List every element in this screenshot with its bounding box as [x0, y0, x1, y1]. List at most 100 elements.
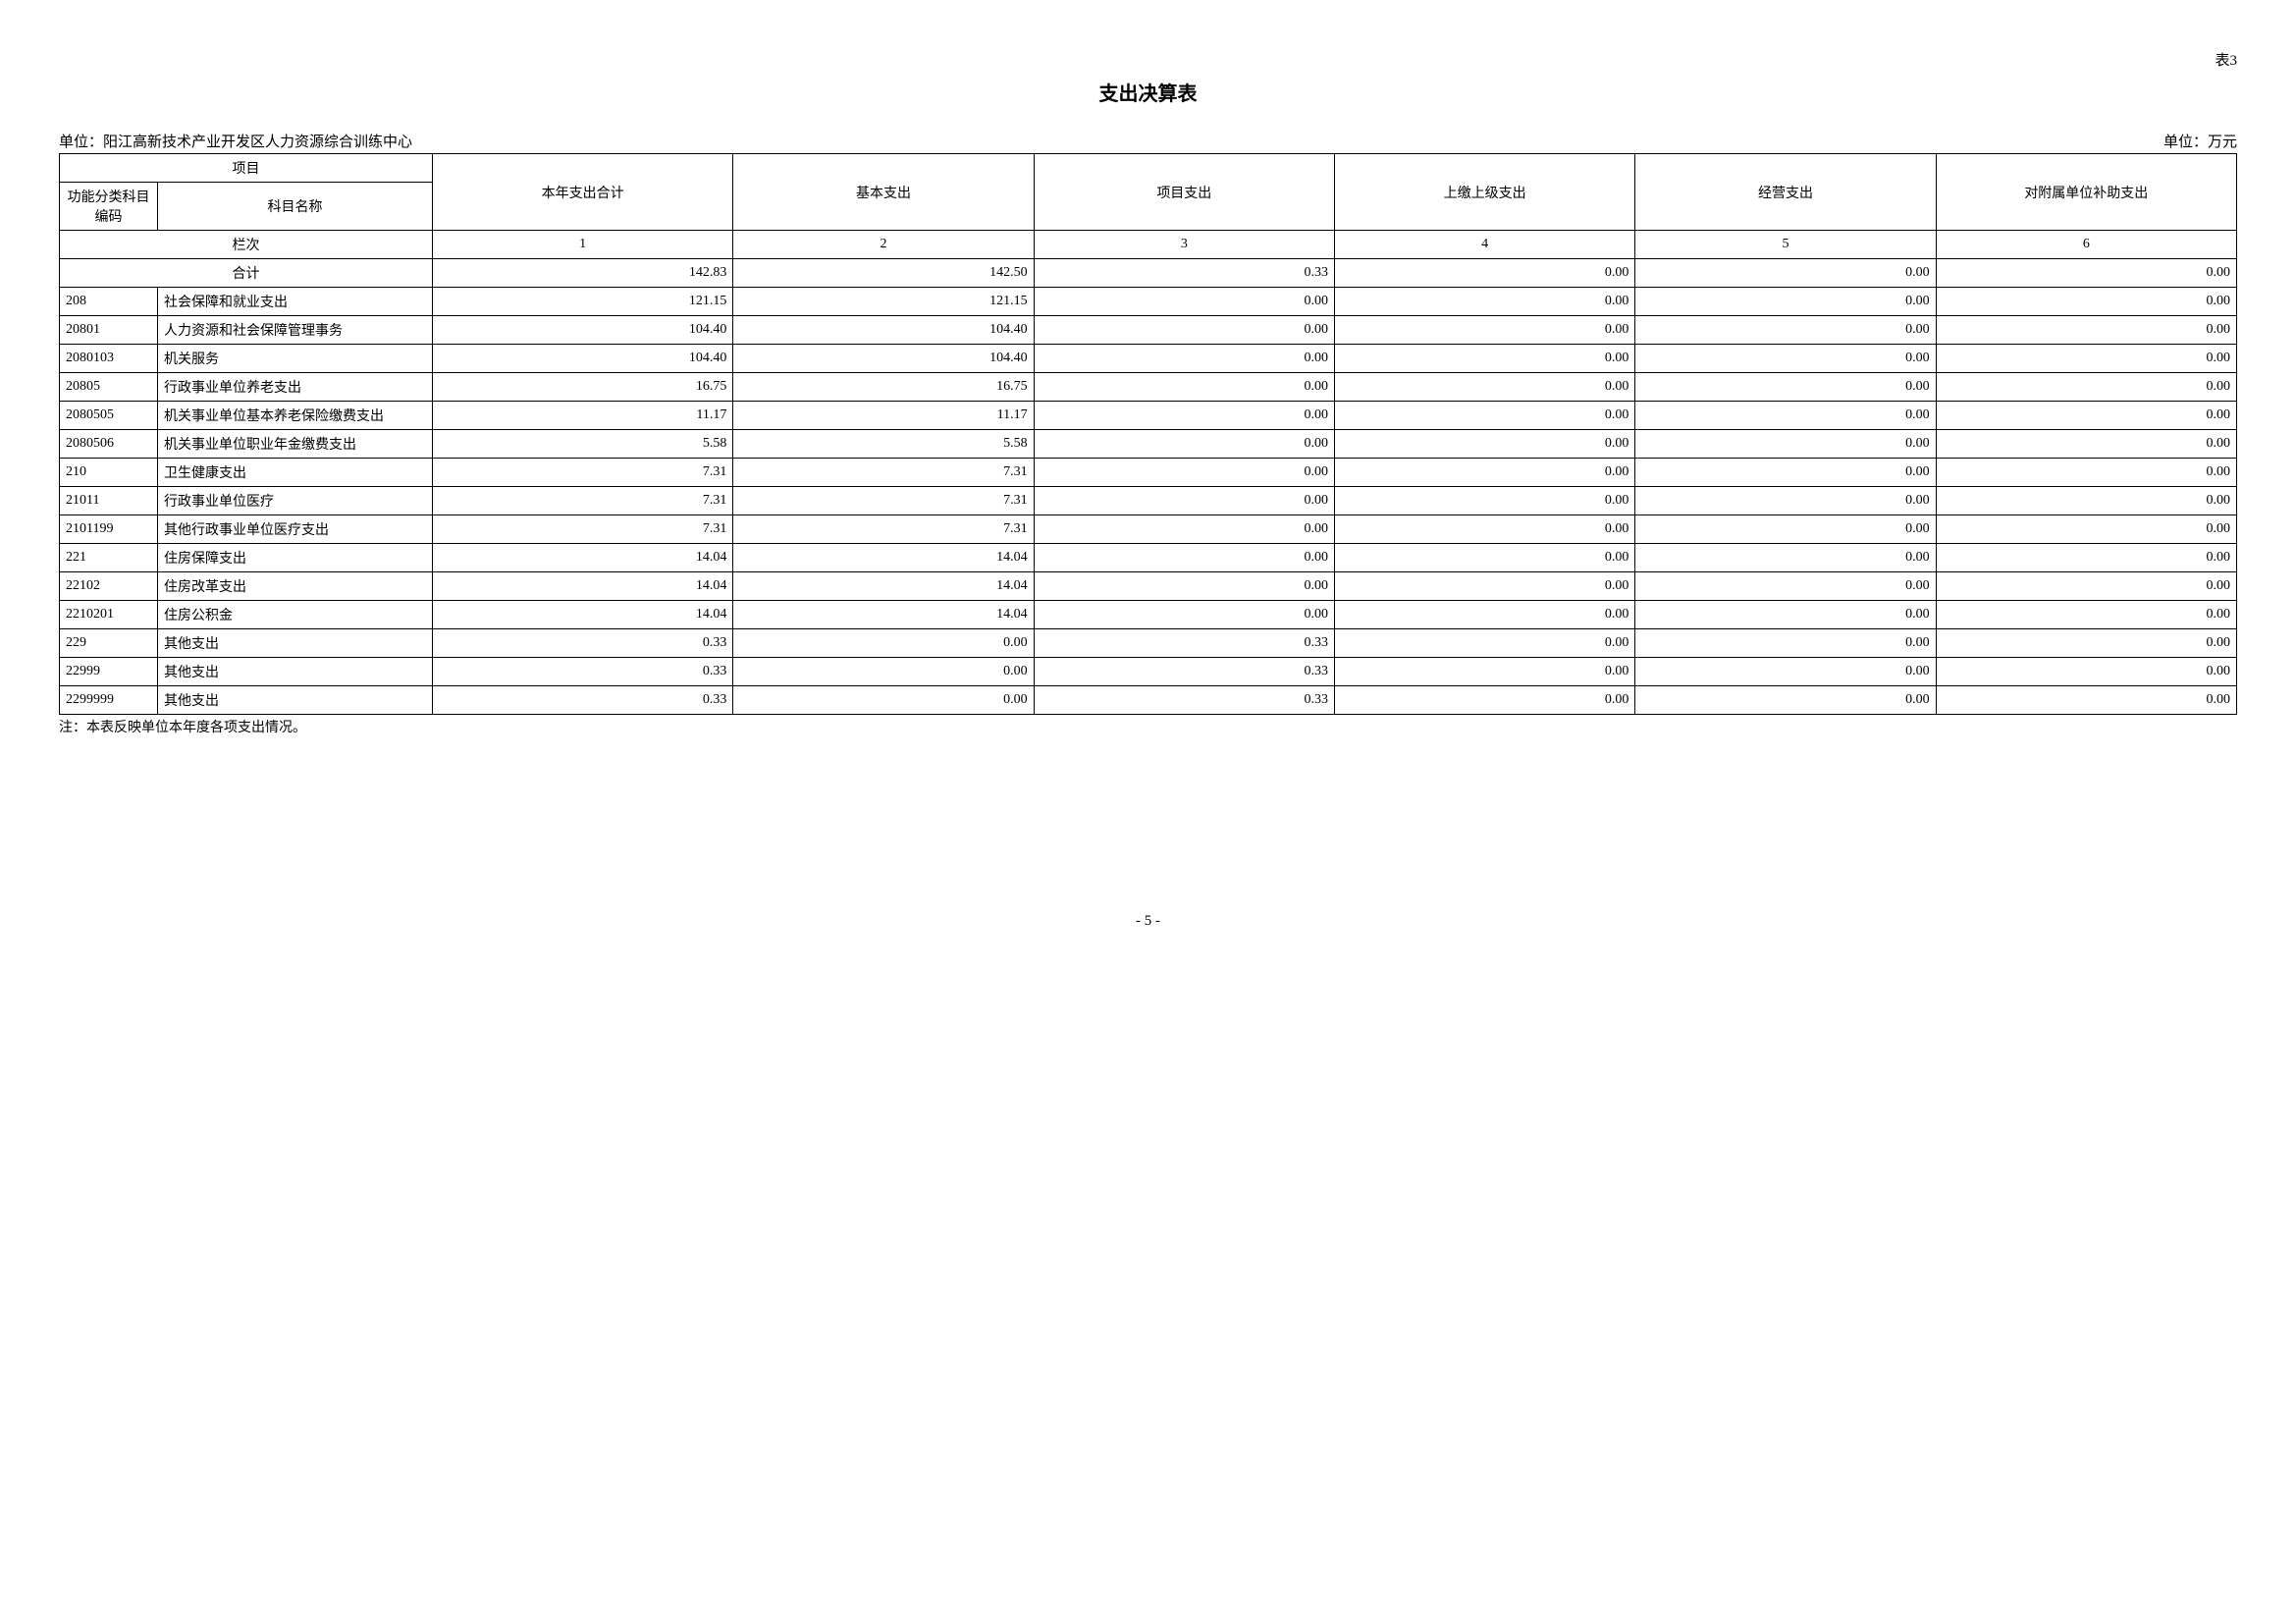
cell-value: 0.00	[1635, 402, 1936, 430]
cell-code: 20805	[60, 373, 158, 402]
cell-value: 14.04	[433, 601, 733, 629]
cell-value: 0.00	[1334, 544, 1634, 572]
cell-value: 121.15	[733, 288, 1034, 316]
cell-value: 7.31	[433, 487, 733, 515]
cell-code: 229	[60, 629, 158, 658]
cell-code: 2080505	[60, 402, 158, 430]
cell-value: 0.00	[1635, 259, 1936, 288]
cell-value: 0.00	[1034, 345, 1334, 373]
cell-value: 0.00	[1034, 288, 1334, 316]
header-col-5: 对附属单位补助支出	[1936, 154, 2236, 231]
table-label: 表3	[59, 49, 2237, 70]
cell-value: 0.00	[1936, 544, 2236, 572]
cell-value: 0.00	[1936, 487, 2236, 515]
page-number: - 5 -	[59, 913, 2237, 930]
cell-value: 11.17	[433, 402, 733, 430]
cell-value: 0.33	[1034, 259, 1334, 288]
cell-value: 0.00	[1936, 686, 2236, 715]
cell-value: 0.00	[1936, 288, 2236, 316]
cell-name: 人力资源和社会保障管理事务	[158, 316, 433, 345]
cell-value: 0.33	[1034, 658, 1334, 686]
expenditure-table: 项目 本年支出合计 基本支出 项目支出 上缴上级支出 经营支出 对附属单位补助支…	[59, 153, 2237, 715]
cell-value: 0.00	[1034, 487, 1334, 515]
cell-value: 121.15	[433, 288, 733, 316]
cell-value: 7.31	[433, 515, 733, 544]
cell-code: 20801	[60, 316, 158, 345]
header-row-1: 项目 本年支出合计 基本支出 项目支出 上缴上级支出 经营支出 对附属单位补助支…	[60, 154, 2237, 183]
cell-value: 0.00	[1334, 316, 1634, 345]
cell-value: 0.00	[1334, 345, 1634, 373]
table-row: 208社会保障和就业支出121.15121.150.000.000.000.00	[60, 288, 2237, 316]
unit-right: 单位：万元	[2163, 131, 2237, 151]
cell-value: 0.00	[1635, 345, 1936, 373]
unit-left: 单位：阳江高新技术产业开发区人力资源综合训练中心	[59, 131, 412, 151]
cell-value: 142.83	[433, 259, 733, 288]
cell-value: 0.00	[1936, 459, 2236, 487]
cell-value: 0.00	[1635, 373, 1936, 402]
cell-value: 0.00	[1034, 402, 1334, 430]
header-col-2: 项目支出	[1034, 154, 1334, 231]
cell-value: 0.00	[1334, 601, 1634, 629]
cell-value: 0.00	[1635, 288, 1936, 316]
cell-value: 14.04	[733, 544, 1034, 572]
cell-name: 机关事业单位职业年金缴费支出	[158, 430, 433, 459]
cell-name: 行政事业单位养老支出	[158, 373, 433, 402]
cell-value: 104.40	[733, 345, 1034, 373]
cell-value: 0.00	[1936, 316, 2236, 345]
cell-name: 其他行政事业单位医疗支出	[158, 515, 433, 544]
cell-value: 0.00	[1334, 686, 1634, 715]
cell-code: 22102	[60, 572, 158, 601]
cell-value: 0.00	[1334, 373, 1634, 402]
cell-value: 0.00	[1334, 629, 1634, 658]
table-row: 22102住房改革支出14.0414.040.000.000.000.00	[60, 572, 2237, 601]
cell-value: 0.00	[1334, 487, 1634, 515]
cell-value: 16.75	[433, 373, 733, 402]
cell-name: 其他支出	[158, 658, 433, 686]
cell-value: 0.33	[433, 658, 733, 686]
cell-name: 住房公积金	[158, 601, 433, 629]
table-row: 210卫生健康支出7.317.310.000.000.000.00	[60, 459, 2237, 487]
cell-value: 0.33	[1034, 686, 1334, 715]
col-index-5: 5	[1635, 231, 1936, 259]
cell-name: 住房保障支出	[158, 544, 433, 572]
cell-value: 0.00	[1635, 629, 1936, 658]
cell-value: 0.00	[1936, 402, 2236, 430]
header-col-4: 经营支出	[1635, 154, 1936, 231]
cell-code: 2101199	[60, 515, 158, 544]
cell-name: 机关事业单位基本养老保险缴费支出	[158, 402, 433, 430]
cell-value: 0.00	[1034, 430, 1334, 459]
table-row: 2080506机关事业单位职业年金缴费支出5.585.580.000.000.0…	[60, 430, 2237, 459]
cell-value: 0.00	[1936, 259, 2236, 288]
cell-value: 14.04	[733, 601, 1034, 629]
header-code: 功能分类科目编码	[60, 183, 158, 231]
cell-code: 2080103	[60, 345, 158, 373]
cell-name: 社会保障和就业支出	[158, 288, 433, 316]
footnote: 注：本表反映单位本年度各项支出情况。	[59, 717, 2237, 736]
cell-name: 机关服务	[158, 345, 433, 373]
cell-value: 14.04	[733, 572, 1034, 601]
cell-name: 合计	[60, 259, 433, 288]
cell-value: 0.00	[1635, 430, 1936, 459]
cell-value: 0.00	[1334, 402, 1634, 430]
cell-value: 0.00	[1034, 544, 1334, 572]
cell-code: 210	[60, 459, 158, 487]
cell-value: 0.00	[1936, 515, 2236, 544]
cell-value: 0.00	[1635, 316, 1936, 345]
cell-value: 0.00	[1936, 572, 2236, 601]
col-index-label: 栏次	[60, 231, 433, 259]
col-index-3: 3	[1034, 231, 1334, 259]
cell-name: 卫生健康支出	[158, 459, 433, 487]
cell-value: 0.00	[1635, 544, 1936, 572]
cell-value: 7.31	[433, 459, 733, 487]
cell-value: 0.33	[433, 629, 733, 658]
cell-code: 2080506	[60, 430, 158, 459]
cell-value: 0.33	[433, 686, 733, 715]
cell-value: 0.00	[1635, 686, 1936, 715]
cell-value: 0.00	[1334, 658, 1634, 686]
header-project: 项目	[60, 154, 433, 183]
cell-value: 0.00	[1334, 288, 1634, 316]
header-col-1: 基本支出	[733, 154, 1034, 231]
cell-value: 0.00	[1334, 459, 1634, 487]
cell-value: 104.40	[733, 316, 1034, 345]
cell-value: 0.00	[1334, 430, 1634, 459]
